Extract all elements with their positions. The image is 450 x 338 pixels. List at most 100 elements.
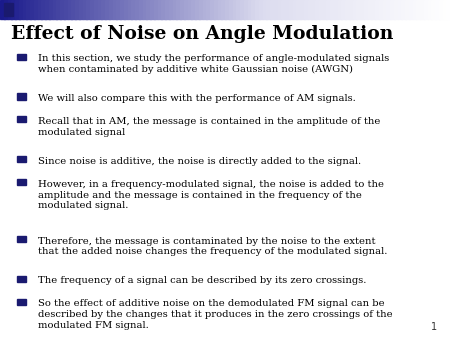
Bar <box>116 0 121 19</box>
Bar <box>45 0 50 19</box>
Bar <box>90 0 94 19</box>
Bar <box>431 0 436 19</box>
Bar <box>416 0 421 19</box>
Bar <box>236 0 241 19</box>
Text: Since noise is additive, the noise is directly added to the signal.: Since noise is additive, the noise is di… <box>38 157 361 166</box>
Bar <box>349 0 353 19</box>
Bar <box>285 0 290 19</box>
Bar <box>37 0 42 19</box>
Bar <box>8 0 12 19</box>
Text: In this section, we study the performance of angle-modulated signals
when contam: In this section, we study the performanc… <box>38 54 390 74</box>
Bar <box>4 0 9 19</box>
Bar <box>11 0 16 19</box>
Bar <box>338 0 342 19</box>
Bar <box>101 0 106 19</box>
Bar <box>229 0 234 19</box>
Bar <box>375 0 380 19</box>
Text: The frequency of a signal can be described by its zero crossings.: The frequency of a signal can be describ… <box>38 276 367 286</box>
Bar <box>64 0 68 19</box>
Bar <box>17 93 26 99</box>
Bar <box>233 0 237 19</box>
Bar <box>341 0 346 19</box>
Bar <box>112 0 117 19</box>
Bar <box>17 179 26 185</box>
Bar <box>169 0 173 19</box>
Bar <box>360 0 364 19</box>
Bar <box>176 0 181 19</box>
Bar <box>428 0 432 19</box>
Bar <box>139 0 144 19</box>
Bar <box>262 0 267 19</box>
Bar <box>364 0 369 19</box>
Text: Therefore, the message is contaminated by the noise to the extent
that the added: Therefore, the message is contaminated b… <box>38 237 387 256</box>
Bar <box>165 0 170 19</box>
Bar <box>127 0 132 19</box>
Text: Recall that in AM, the message is contained in the amplitude of the
modulated si: Recall that in AM, the message is contai… <box>38 117 381 137</box>
Bar <box>206 0 211 19</box>
Bar <box>442 0 447 19</box>
Bar <box>71 0 76 19</box>
Bar <box>326 0 331 19</box>
Bar <box>124 0 128 19</box>
Bar <box>409 0 414 19</box>
Bar <box>17 53 26 59</box>
Bar <box>161 0 166 19</box>
Bar <box>49 0 54 19</box>
Bar <box>26 0 31 19</box>
Bar <box>240 0 245 19</box>
Bar <box>0 0 4 19</box>
Bar <box>22 0 27 19</box>
Bar <box>98 0 102 19</box>
Bar <box>56 0 61 19</box>
Bar <box>225 0 230 19</box>
Bar <box>446 0 450 19</box>
Bar <box>424 0 428 19</box>
Bar <box>120 0 125 19</box>
Bar <box>405 0 410 19</box>
Bar <box>307 0 312 19</box>
Bar <box>439 0 443 19</box>
Bar <box>41 0 46 19</box>
Bar <box>334 0 338 19</box>
Bar <box>304 0 308 19</box>
Bar <box>191 0 196 19</box>
Bar <box>278 0 282 19</box>
Bar <box>60 0 65 19</box>
Bar <box>397 0 402 19</box>
Bar <box>420 0 425 19</box>
Bar <box>356 0 361 19</box>
Bar <box>105 0 110 19</box>
Bar <box>413 0 417 19</box>
Bar <box>79 0 83 19</box>
Bar <box>371 0 376 19</box>
Bar <box>30 0 35 19</box>
Bar <box>217 0 222 19</box>
Bar <box>109 0 113 19</box>
Bar <box>68 0 72 19</box>
Bar <box>199 0 203 19</box>
Bar <box>75 0 80 19</box>
Bar <box>154 0 158 19</box>
Bar <box>382 0 387 19</box>
Bar <box>281 0 286 19</box>
Bar <box>221 0 226 19</box>
Bar <box>323 0 327 19</box>
Bar <box>86 0 91 19</box>
Bar <box>315 0 320 19</box>
Bar <box>251 0 256 19</box>
Bar <box>311 0 316 19</box>
Bar <box>53 0 57 19</box>
Bar <box>244 0 248 19</box>
Bar <box>143 0 147 19</box>
Bar <box>289 0 293 19</box>
Text: Effect of Noise on Angle Modulation: Effect of Noise on Angle Modulation <box>11 25 394 43</box>
Bar <box>17 276 26 282</box>
Bar <box>17 299 26 305</box>
Bar <box>435 0 440 19</box>
Bar <box>266 0 271 19</box>
Bar <box>300 0 305 19</box>
Bar <box>270 0 274 19</box>
Bar <box>379 0 383 19</box>
Text: 1: 1 <box>431 322 437 332</box>
Bar <box>319 0 324 19</box>
